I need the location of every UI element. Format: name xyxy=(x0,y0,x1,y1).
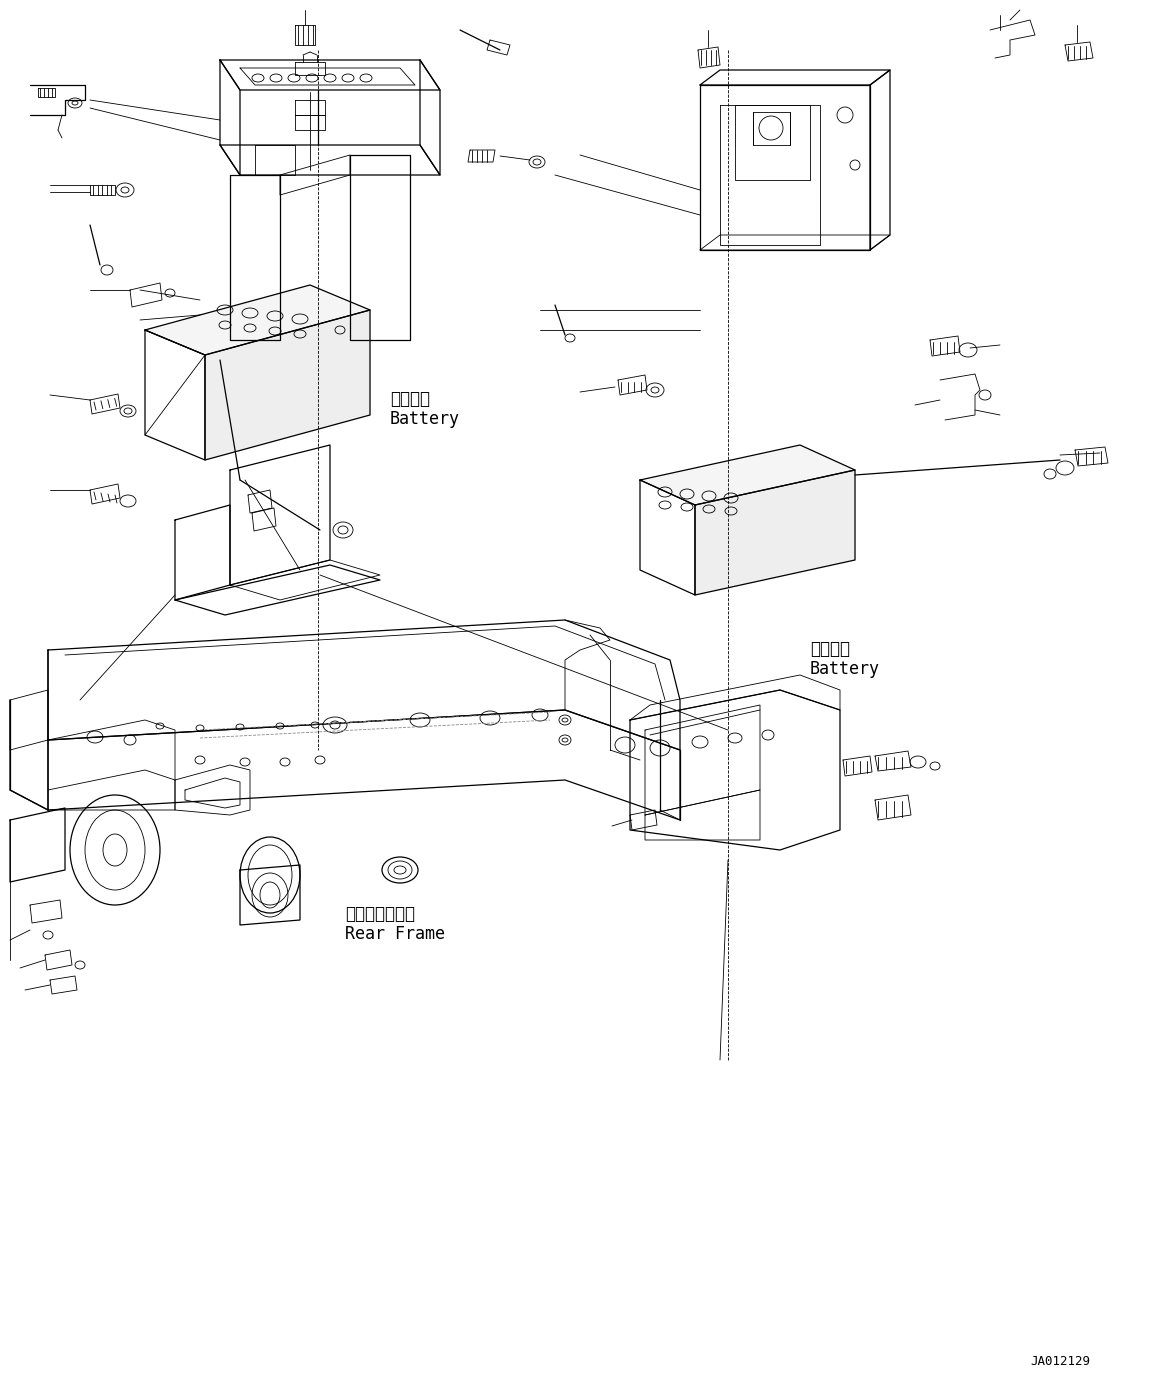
Polygon shape xyxy=(870,70,890,250)
Polygon shape xyxy=(10,808,65,882)
Polygon shape xyxy=(145,330,205,460)
Polygon shape xyxy=(220,59,440,90)
Polygon shape xyxy=(350,155,411,340)
Polygon shape xyxy=(230,445,330,586)
Polygon shape xyxy=(48,710,680,820)
Polygon shape xyxy=(220,145,440,175)
Polygon shape xyxy=(640,481,695,595)
Text: Battery: Battery xyxy=(390,410,461,428)
Text: バッテリ: バッテリ xyxy=(809,639,850,657)
Text: JA012129: JA012129 xyxy=(1030,1355,1090,1369)
Text: Battery: Battery xyxy=(809,660,880,678)
Polygon shape xyxy=(640,445,855,505)
Polygon shape xyxy=(230,175,280,340)
Polygon shape xyxy=(630,690,840,849)
Polygon shape xyxy=(220,59,240,175)
Polygon shape xyxy=(420,59,440,175)
Polygon shape xyxy=(174,505,230,599)
Text: リヤーフレーム: リヤーフレーム xyxy=(345,905,415,923)
Polygon shape xyxy=(700,86,870,250)
Polygon shape xyxy=(205,309,370,460)
Text: バッテリ: バッテリ xyxy=(390,389,430,407)
Polygon shape xyxy=(700,70,890,86)
Polygon shape xyxy=(145,284,370,355)
Polygon shape xyxy=(48,620,680,750)
Polygon shape xyxy=(695,470,855,595)
Polygon shape xyxy=(174,565,380,615)
Text: Rear Frame: Rear Frame xyxy=(345,925,445,943)
